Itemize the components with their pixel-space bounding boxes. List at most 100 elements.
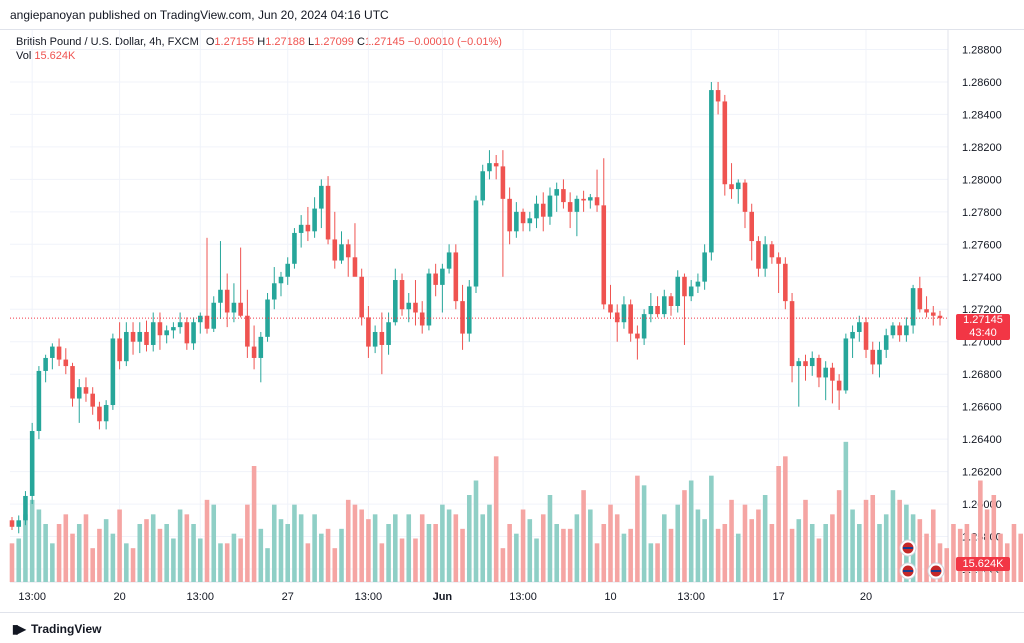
candle-body bbox=[130, 331, 136, 342]
volume-bar bbox=[735, 533, 741, 582]
volume-bar bbox=[258, 528, 264, 582]
bar-countdown: 43:40 bbox=[969, 327, 997, 339]
candle-body bbox=[204, 315, 210, 329]
volume-bar bbox=[144, 519, 149, 582]
candle-body bbox=[735, 182, 741, 190]
candle-body bbox=[413, 302, 418, 313]
flag-stripe bbox=[903, 570, 913, 572]
candle-body bbox=[594, 197, 600, 206]
volume-bar bbox=[312, 514, 317, 582]
volume-bar bbox=[554, 524, 559, 582]
volume-bar bbox=[480, 514, 486, 582]
volume-bar bbox=[507, 524, 512, 582]
volume-bar bbox=[594, 543, 600, 582]
candle-body bbox=[554, 189, 559, 196]
volume-bar bbox=[514, 533, 519, 582]
volume-bar bbox=[164, 524, 169, 582]
candle-body bbox=[433, 273, 438, 285]
candle-body bbox=[648, 306, 654, 315]
x-tick-label: 20 bbox=[860, 591, 872, 603]
volume-bar bbox=[406, 514, 412, 582]
candle-body bbox=[379, 331, 385, 345]
low-label: L bbox=[308, 36, 315, 48]
volume-bar bbox=[211, 504, 217, 582]
last-price-tag: 1.27145 43:40 bbox=[956, 314, 1010, 340]
volume-bar bbox=[863, 499, 869, 582]
volume-bar bbox=[440, 504, 445, 582]
volume-bar bbox=[527, 519, 533, 582]
candle-body bbox=[823, 367, 828, 378]
candle-body bbox=[520, 211, 526, 224]
symbol-label[interactable]: British Pound / U.S. Dollar, 4h, FXCM bbox=[16, 36, 199, 48]
volume-bar bbox=[1018, 533, 1023, 582]
x-tick-label: 17 bbox=[772, 591, 784, 603]
brand-text: TradingView bbox=[31, 622, 102, 636]
published-text: angiepanoyan published on TradingView.co… bbox=[10, 8, 389, 22]
volume-bar bbox=[36, 509, 42, 582]
candle-body bbox=[601, 205, 607, 305]
candle-body bbox=[910, 288, 916, 326]
volume-bar bbox=[662, 514, 667, 582]
candle-body bbox=[830, 367, 835, 381]
candle-body bbox=[251, 346, 257, 358]
candle-body bbox=[97, 406, 102, 422]
tradingview-logo[interactable]: ▮▶ TradingView bbox=[12, 622, 101, 636]
candle-body bbox=[675, 276, 681, 306]
volume-bar bbox=[97, 528, 102, 582]
volume-bar bbox=[762, 495, 768, 582]
volume-bar bbox=[648, 543, 654, 582]
x-tick-label: 13:00 bbox=[355, 591, 383, 603]
candlestick-chart[interactable]: 1.28800 1.28600 1.28400 1.28200 1.28000 1.278… bbox=[0, 30, 1024, 612]
volume-bar bbox=[749, 519, 754, 582]
volume-bar bbox=[897, 499, 902, 582]
candle-body bbox=[144, 331, 149, 345]
change-value: −0.00010 (−0.01%) bbox=[407, 36, 502, 48]
volume-bar bbox=[325, 528, 331, 582]
candle-body bbox=[621, 304, 627, 323]
chart-legend: British Pound / U.S. Dollar, 4h, FXCM O1… bbox=[16, 34, 502, 50]
volume-bar bbox=[231, 533, 237, 582]
candle-body bbox=[749, 211, 754, 242]
volume-bar bbox=[453, 514, 459, 582]
candle-body bbox=[783, 263, 788, 302]
volume-bar bbox=[352, 504, 358, 582]
volume-bar bbox=[285, 524, 290, 582]
volume-bar bbox=[251, 466, 257, 582]
volume-bar bbox=[614, 514, 620, 582]
volume-bar bbox=[500, 548, 506, 582]
candle-body bbox=[897, 325, 902, 336]
volume-bar bbox=[930, 509, 936, 582]
footer: ▮▶ TradingView bbox=[0, 612, 1024, 643]
volume-bar bbox=[419, 514, 425, 582]
volume-bar bbox=[70, 533, 75, 582]
volume-bar bbox=[540, 514, 546, 582]
candle-body bbox=[56, 346, 62, 360]
x-tick-label: 13:00 bbox=[18, 591, 46, 603]
candle-body bbox=[157, 322, 163, 336]
volume-bar bbox=[547, 495, 553, 582]
candle-body bbox=[843, 338, 849, 391]
volume-bar bbox=[655, 543, 660, 582]
volume-bar bbox=[76, 524, 82, 582]
x-tick-label: Jun bbox=[433, 591, 453, 603]
candle-body bbox=[406, 302, 412, 310]
close-label: C bbox=[356, 36, 365, 48]
volume-bar bbox=[729, 499, 734, 582]
candle-body bbox=[278, 276, 284, 284]
candle-body bbox=[574, 198, 580, 212]
high-value: 1.27188 bbox=[265, 36, 305, 48]
candle-body bbox=[440, 268, 445, 285]
volume-bar bbox=[63, 514, 69, 582]
volume-bar bbox=[809, 524, 815, 582]
volume-bar bbox=[534, 538, 539, 582]
candle-body bbox=[688, 286, 694, 297]
candle-body bbox=[857, 322, 862, 332]
volume-bar bbox=[399, 538, 405, 582]
volume-bar bbox=[305, 543, 311, 582]
volume-bar bbox=[682, 490, 687, 582]
volume-bar bbox=[1011, 524, 1017, 582]
candle-body bbox=[50, 346, 55, 358]
volume-bar bbox=[150, 514, 156, 582]
candle-body bbox=[29, 431, 35, 496]
candle-body bbox=[682, 276, 687, 297]
